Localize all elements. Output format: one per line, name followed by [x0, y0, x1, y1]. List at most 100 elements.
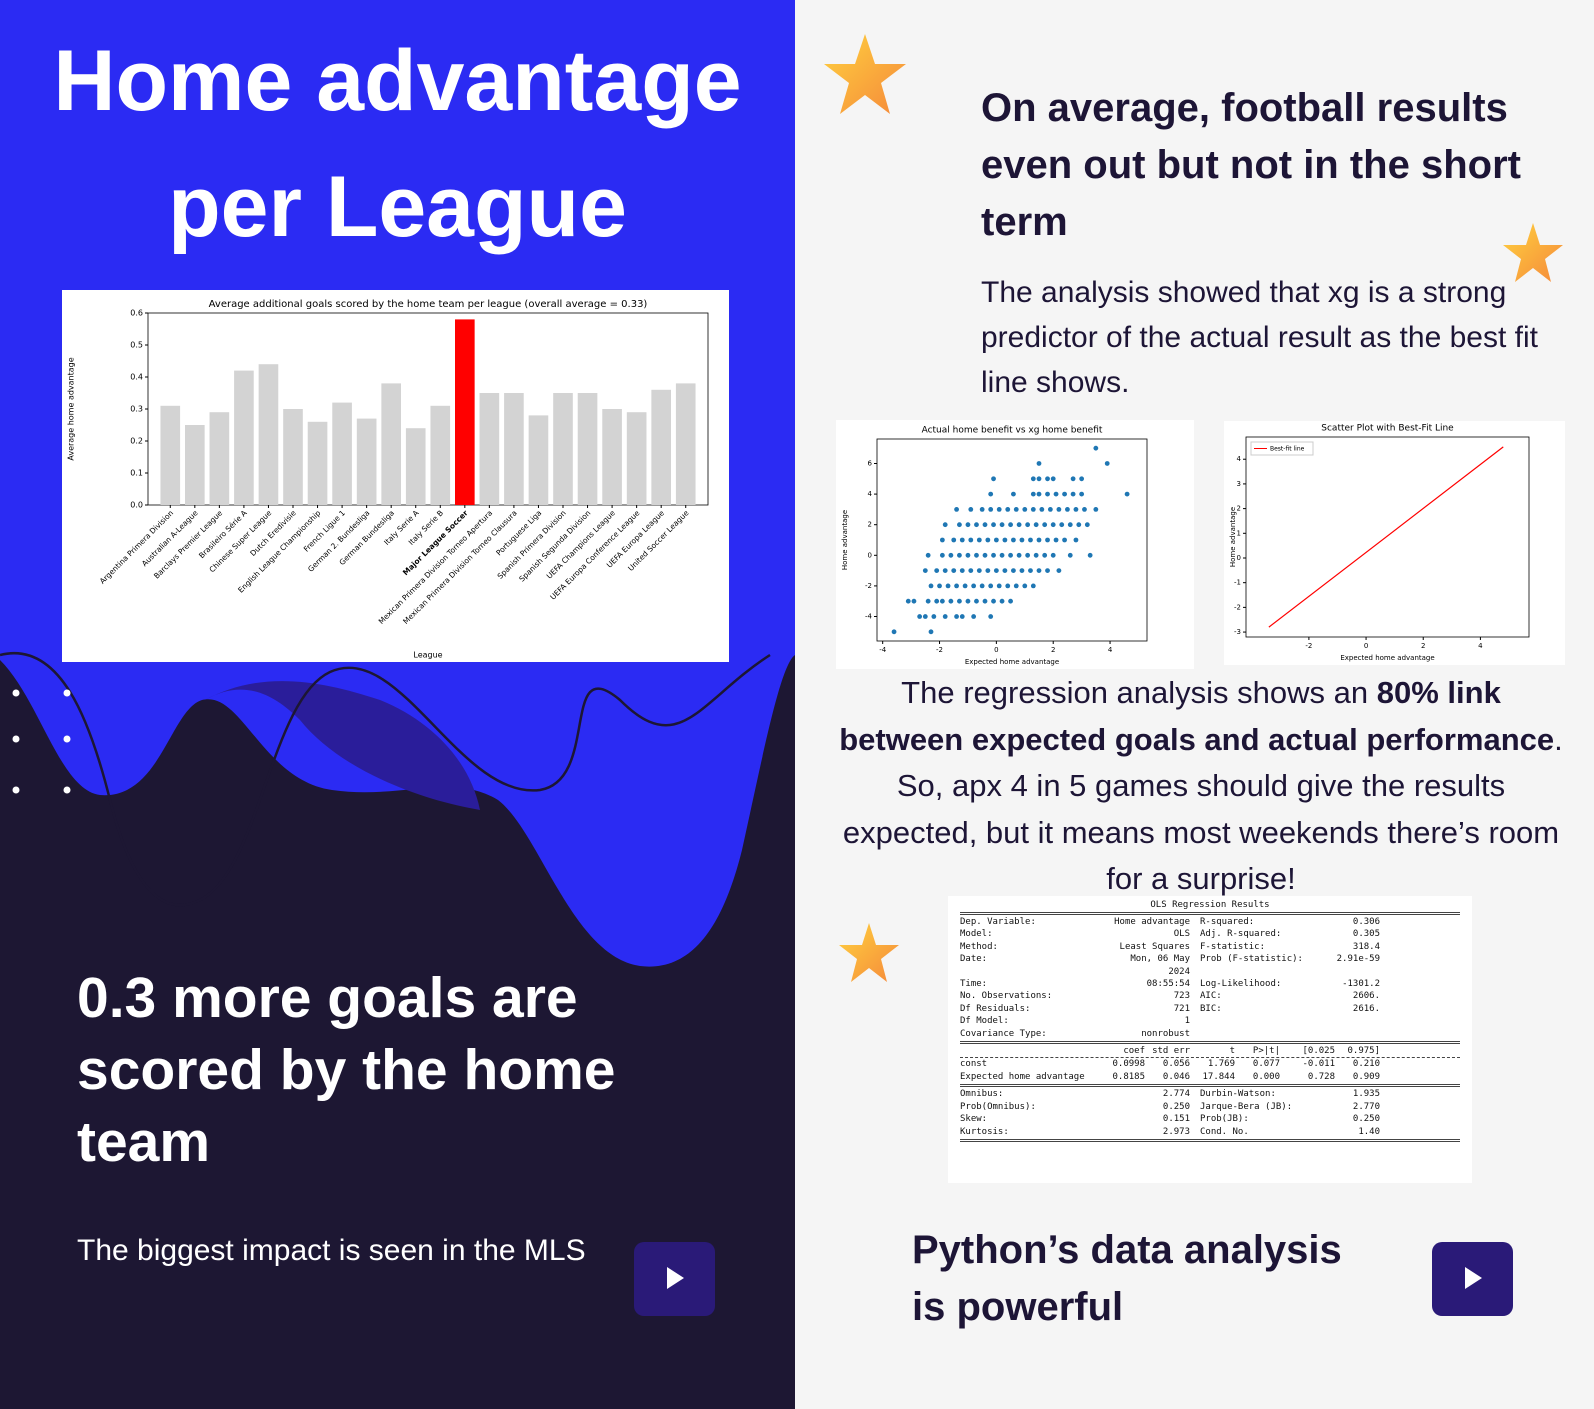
y-axis-label: Home advantage [1229, 507, 1237, 567]
point [1082, 506, 1087, 512]
bar [455, 319, 475, 505]
point [942, 568, 948, 574]
point [1013, 506, 1019, 512]
point [1076, 522, 1082, 528]
cell: Df Model: [960, 1016, 1009, 1027]
cell: 1.40 [1358, 1126, 1380, 1137]
point [1030, 506, 1036, 512]
table-row: Skew: 0.151 Prob(JB): 0.250 [960, 1113, 1460, 1125]
point [957, 598, 962, 604]
ols-title: OLS Regression Results [1150, 900, 1270, 910]
point [976, 537, 982, 543]
play-button[interactable] [634, 1242, 715, 1316]
point [1028, 537, 1033, 543]
cell: 0.909 [1352, 1071, 1380, 1082]
cell: 0.250 [1352, 1114, 1380, 1125]
point [1002, 537, 1008, 543]
table-row: Model: OLS Adj. R-squared: 0.305 [960, 928, 1460, 940]
point [1036, 461, 1042, 466]
spacer [960, 1045, 1100, 1057]
point [999, 598, 1005, 604]
bar [258, 364, 279, 505]
play-button[interactable] [1432, 1242, 1513, 1316]
table-row: Time: 08:55:54 Log-Likelihood: -1301.2 [960, 978, 1460, 990]
point [974, 598, 979, 604]
y-tick-label: 2 [1237, 505, 1241, 513]
line [1268, 446, 1504, 628]
spacer [1190, 1088, 1200, 1100]
point [991, 552, 996, 558]
cell: F-statistic: [1200, 941, 1266, 952]
cell: No. Observations: [960, 991, 1053, 1002]
footer-text: Python’s data analysis is powerful [912, 1228, 1342, 1329]
y-tick-label: 0 [868, 551, 872, 559]
cell: Df Residuals: [960, 1003, 1031, 1014]
point [988, 491, 994, 497]
point [999, 522, 1005, 528]
cell: -0.011 [1302, 1059, 1335, 1070]
cell: Adj. R-squared: [1200, 929, 1282, 940]
point [951, 568, 957, 574]
headline: 0.3 more goals are scored by the home te… [77, 966, 616, 1174]
point [1005, 583, 1011, 589]
bar [577, 393, 598, 505]
spacer [1190, 928, 1200, 940]
play-icon [1464, 1266, 1482, 1289]
point [982, 598, 988, 604]
point [1084, 522, 1090, 528]
spacer [1190, 990, 1200, 1002]
point [948, 552, 954, 558]
point [982, 552, 988, 558]
y-tick-label: -4 [865, 613, 873, 621]
x-tick-label: 0 [1364, 642, 1368, 650]
table-section: Omnibus: 2.774 Durbin-Watson: 1.935 Prob(Omn… [960, 1084, 1460, 1139]
bar [356, 418, 377, 505]
point [1042, 552, 1048, 558]
bar [479, 393, 500, 505]
point [988, 614, 994, 619]
point [991, 476, 996, 482]
spacer [1190, 953, 1200, 978]
x-axis-label: League [413, 651, 442, 660]
y-tick-label: 0.3 [130, 405, 143, 414]
cell: Method: [960, 941, 998, 952]
point [911, 598, 917, 604]
point [1056, 506, 1062, 512]
spacer [1190, 978, 1200, 990]
x-axis-label: Expected home advantage [965, 658, 1059, 666]
cell: Prob(Omnibus): [960, 1101, 1036, 1112]
table-section: coef std err t P>|t| [0.025 0.975] const 0.0998… [960, 1041, 1460, 1084]
point [991, 598, 996, 604]
point [959, 537, 965, 543]
point [1011, 491, 1016, 497]
bold-text: 80% link between expected goals and actu… [839, 675, 1555, 757]
point [1025, 552, 1031, 558]
cell: std err [1152, 1046, 1190, 1057]
point [891, 629, 897, 635]
text: The regression analysis shows an [901, 675, 1377, 710]
point [1073, 506, 1079, 512]
bar [553, 393, 573, 505]
point [1073, 537, 1079, 543]
cell: -1301.2 [1342, 979, 1380, 990]
point [1070, 476, 1076, 482]
point [1022, 506, 1028, 512]
cell: Prob (F-statistic): [1200, 954, 1303, 965]
bar [185, 425, 205, 505]
x-tick-label: 4 [1478, 642, 1483, 650]
cell: 0.0998 [1112, 1059, 1145, 1070]
point [1047, 506, 1053, 512]
point [988, 583, 994, 589]
y-tick-label: 3 [1237, 480, 1241, 488]
table-section: const 0.0998 0.056 1.769 0.077 -0.011 0.210 Exp… [960, 1057, 1460, 1083]
point [1008, 552, 1013, 558]
paragraph: The analysis showed that xg is a strong … [981, 276, 1538, 399]
point [954, 506, 959, 512]
bar [651, 389, 671, 505]
point [982, 522, 988, 528]
cell: Time: [960, 979, 988, 990]
point [1019, 537, 1025, 543]
cell: 0.728 [1307, 1071, 1335, 1082]
chart-title: Average additional goals scored by the h… [209, 299, 648, 310]
